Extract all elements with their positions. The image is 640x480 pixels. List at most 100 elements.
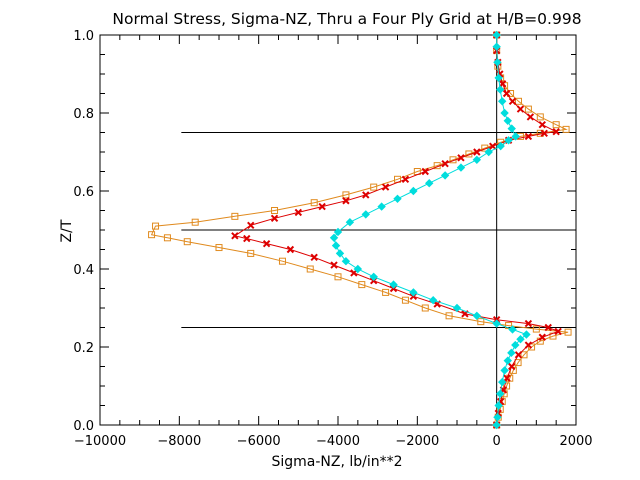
diamond-marker — [377, 202, 386, 211]
square-marker — [306, 265, 314, 273]
series-line — [233, 35, 560, 426]
square-marker — [152, 222, 160, 230]
diamond-marker — [452, 303, 462, 313]
square-marker — [342, 191, 350, 199]
diamond-marker — [425, 178, 434, 188]
x-marker — [508, 362, 516, 371]
square-marker — [528, 343, 536, 351]
x-tick-label: −10000 — [74, 434, 126, 449]
axis-ticks — [99, 34, 577, 426]
diamond-marker — [472, 311, 482, 321]
square-marker — [191, 218, 199, 226]
square-marker — [477, 318, 485, 326]
diamond-marker — [522, 330, 531, 339]
x-marker — [540, 129, 548, 137]
diamond-marker — [498, 97, 507, 106]
x-axis-label: Sigma-NZ, lb/in**2 — [271, 454, 402, 470]
y-tick-label: 0.0 — [73, 419, 94, 434]
square-marker — [163, 234, 171, 242]
square-marker — [536, 113, 544, 121]
x-marker — [441, 159, 449, 168]
square-marker — [552, 121, 560, 129]
diamond-marker — [503, 116, 512, 126]
x-marker — [514, 351, 523, 359]
x-marker — [516, 105, 525, 113]
x-marker — [508, 97, 517, 106]
x-marker — [457, 154, 465, 162]
square-marker — [514, 359, 522, 367]
x-marker — [488, 142, 497, 150]
x-marker — [524, 341, 533, 349]
square-marker — [382, 288, 390, 296]
diamond-marker — [496, 141, 505, 151]
y-tick-label: 0.2 — [73, 341, 94, 356]
square-marker — [562, 125, 570, 133]
diamond-marker — [511, 340, 520, 350]
y-tick-label: 0.6 — [73, 185, 94, 200]
diamond-marker — [493, 58, 502, 67]
diamond-marker — [498, 377, 507, 387]
square-marker — [148, 231, 156, 239]
diamond-marker — [492, 42, 501, 51]
x-marker — [544, 323, 552, 332]
y-tick-labels: 0.0 0.2 0.4 0.6 0.8 1.0 — [73, 29, 94, 434]
x-marker — [498, 80, 507, 88]
x-tick-labels: −10000 −8000 −6000 −4000 −2000 0 2000 — [74, 434, 593, 449]
diamond-marker — [494, 73, 503, 83]
x-marker — [554, 327, 562, 336]
square-marker — [564, 328, 572, 336]
x-marker — [294, 208, 303, 217]
diamond-marker — [428, 295, 438, 305]
square-marker — [421, 304, 429, 312]
y-tick-label: 0.4 — [73, 263, 94, 278]
x-marker — [310, 253, 318, 262]
diamond-marker — [492, 30, 501, 40]
x-marker — [421, 167, 429, 176]
x-marker — [473, 148, 481, 156]
square-marker — [215, 244, 223, 252]
diamond-marker — [472, 155, 482, 165]
diamond-marker — [516, 334, 525, 344]
x-marker — [401, 175, 410, 184]
x-tick-label: 2000 — [559, 434, 592, 449]
diamond-marker — [507, 348, 516, 358]
diamond-marker — [511, 132, 520, 141]
x-marker — [524, 319, 533, 328]
square-marker — [310, 199, 318, 207]
x-tick-label: −6000 — [237, 434, 281, 449]
x-marker — [318, 202, 326, 211]
diamond-marker — [500, 366, 509, 375]
reference-lines — [181, 35, 576, 425]
diamond-marker — [456, 163, 466, 172]
x-marker — [381, 183, 390, 191]
diamond-marker — [389, 280, 398, 289]
diamond-marker — [494, 401, 503, 410]
x-marker — [526, 113, 535, 121]
x-marker — [502, 89, 511, 98]
square-marker — [334, 273, 342, 281]
diamond-marker — [492, 420, 501, 430]
diamond-marker — [508, 325, 517, 334]
square-marker — [183, 238, 191, 246]
x-marker — [362, 191, 370, 199]
square-marker — [524, 105, 532, 113]
x-marker — [243, 234, 251, 243]
diamond-marker — [493, 412, 502, 422]
plot-area — [99, 30, 577, 430]
series-layer — [148, 30, 572, 430]
diamond-marker — [492, 319, 501, 328]
diamond-marker — [409, 186, 418, 196]
x-marker — [231, 232, 239, 240]
x-marker — [538, 120, 546, 129]
diamond-marker — [500, 108, 509, 118]
diamond-marker — [335, 249, 345, 258]
diamond-marker — [504, 136, 513, 145]
x-marker — [503, 374, 511, 382]
y-axis-label: Z/T — [59, 219, 75, 242]
x-tick-label: −2000 — [395, 434, 439, 449]
diamond-marker — [361, 210, 370, 219]
square-marker — [514, 97, 522, 105]
x-marker — [524, 132, 533, 141]
x-marker — [342, 197, 350, 205]
